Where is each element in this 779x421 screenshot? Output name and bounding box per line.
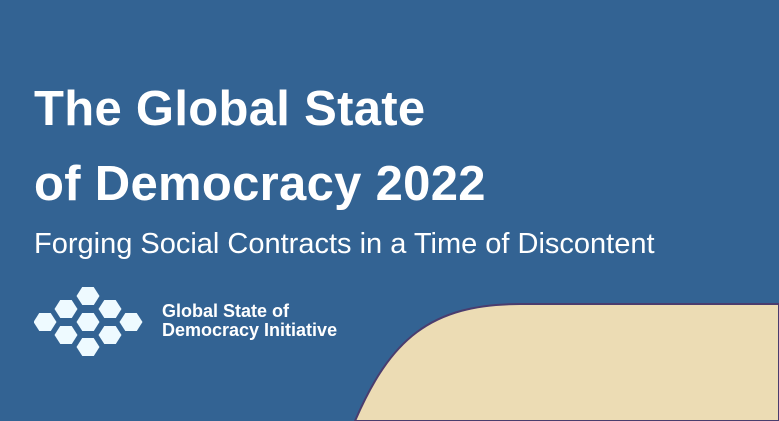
hexagon-shape bbox=[54, 300, 78, 318]
hexagon-shape bbox=[98, 300, 122, 318]
hexagon-cluster-icon bbox=[34, 287, 143, 356]
page-title: The Global State of Democracy 2022 bbox=[34, 72, 486, 222]
hexagon-shape bbox=[119, 313, 143, 331]
hexagon-shape bbox=[76, 338, 100, 356]
title-line-1: The Global State bbox=[34, 82, 426, 136]
hexagon-shape bbox=[76, 287, 100, 305]
hexagon-shape bbox=[54, 326, 78, 344]
title-line-2: of Democracy 2022 bbox=[34, 157, 486, 211]
hexagon-shape bbox=[34, 313, 57, 331]
subtitle: Forging Social Contracts in a Time of Di… bbox=[34, 228, 655, 260]
hexagon-shape bbox=[76, 313, 100, 331]
hexagon-shape bbox=[98, 326, 122, 344]
organization-name: Global State of Democracy Initiative bbox=[162, 302, 337, 340]
org-line-2: Democracy Initiative bbox=[162, 320, 338, 340]
org-line-1: Global State of bbox=[162, 301, 290, 321]
